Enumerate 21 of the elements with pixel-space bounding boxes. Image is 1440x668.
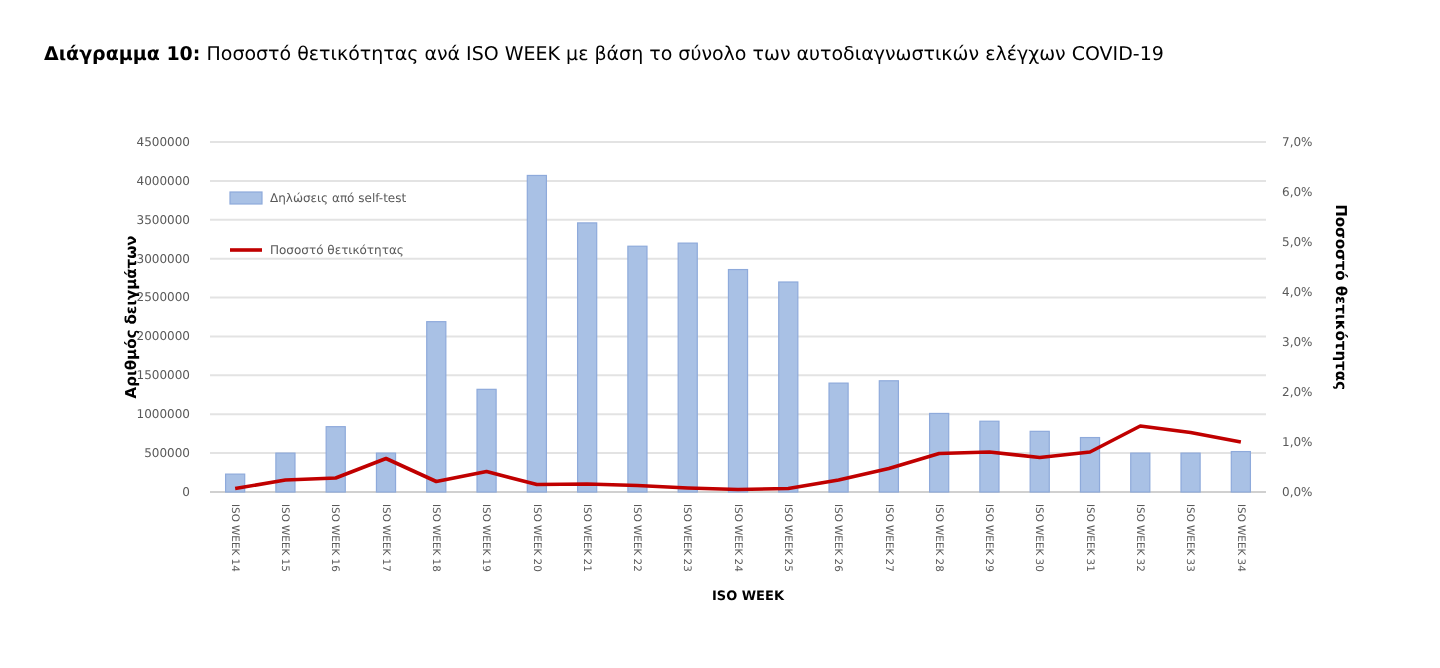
bar bbox=[1180, 452, 1201, 493]
bar bbox=[778, 281, 799, 493]
bar bbox=[275, 452, 296, 493]
bar bbox=[979, 420, 1000, 493]
bar bbox=[1029, 430, 1050, 493]
bar bbox=[1230, 450, 1252, 493]
line-series bbox=[233, 424, 1243, 492]
bar bbox=[1079, 436, 1101, 493]
bar bbox=[627, 245, 648, 493]
chart-title: Διάγραμμα 10: Ποσοστό θετικότητας ανά ISO WEEK με βάση το σύνολο των αυτοδιαγνωστικών ελέγχων COVID-19 bbox=[44, 44, 1164, 66]
bar bbox=[476, 388, 497, 493]
bar bbox=[1130, 452, 1151, 493]
bar bbox=[828, 382, 849, 493]
bar bbox=[426, 321, 447, 493]
bar bbox=[928, 412, 950, 493]
bar bbox=[677, 242, 698, 493]
bar bbox=[325, 426, 346, 493]
bar bbox=[878, 380, 900, 493]
bar bbox=[526, 174, 548, 493]
bar bbox=[576, 222, 598, 493]
bar bbox=[727, 268, 749, 493]
